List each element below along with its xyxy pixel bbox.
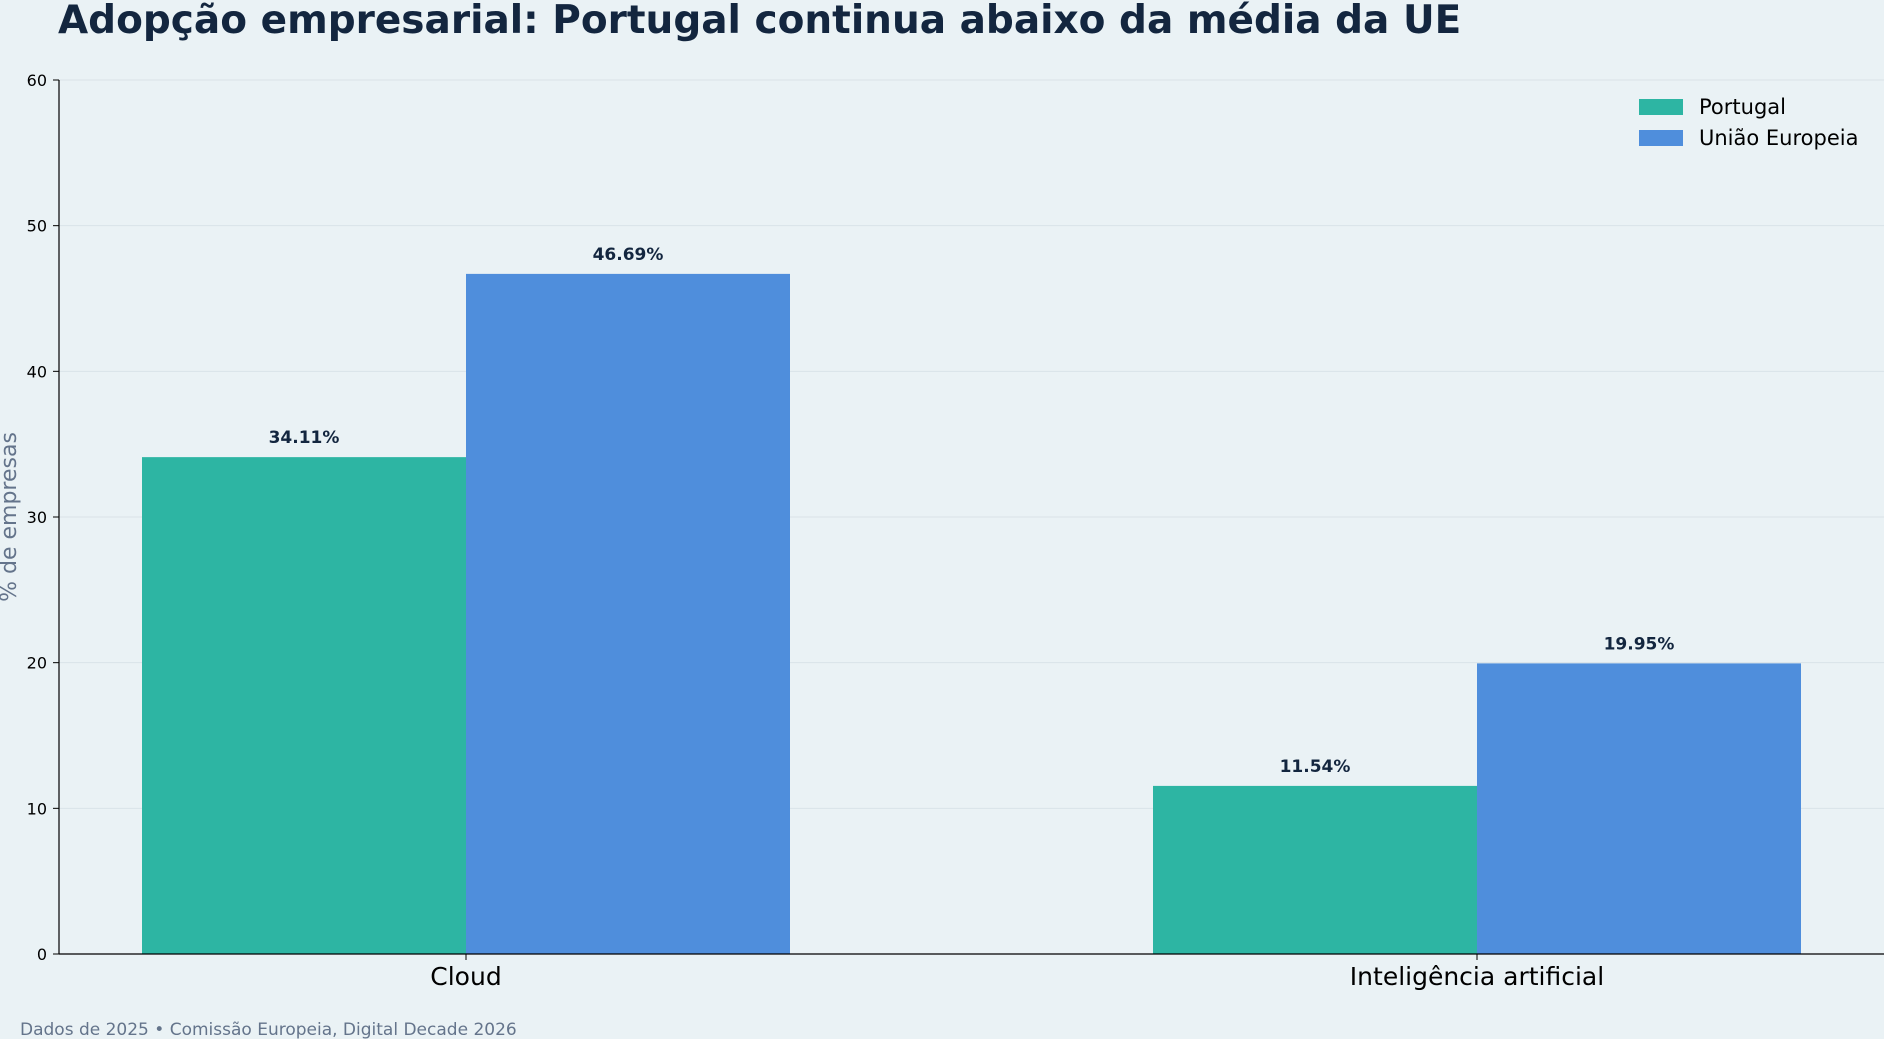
y-tick-label: 60 xyxy=(27,71,47,90)
bar-ue-1 xyxy=(1477,663,1801,954)
bar-portugal-0 xyxy=(142,457,466,954)
data-label: 34.11% xyxy=(269,428,340,448)
y-tick-label: 20 xyxy=(27,654,47,673)
data-label: 19.95% xyxy=(1604,634,1675,654)
legend: Portugal União Europeia xyxy=(1639,95,1858,150)
bar-portugal-1 xyxy=(1153,785,1477,954)
y-tick-label: 40 xyxy=(27,362,47,381)
x-tick-label: Cloud xyxy=(430,962,501,991)
legend-label: Portugal xyxy=(1699,95,1786,119)
legend-swatch xyxy=(1639,130,1683,146)
y-tick-label: 10 xyxy=(27,799,47,818)
y-axis-label: % de empresas xyxy=(0,432,22,602)
data-label: 11.54% xyxy=(1280,757,1351,777)
legend-swatch xyxy=(1639,99,1683,115)
y-tick-label: 30 xyxy=(27,508,47,527)
x-ticks: Cloud Inteligência artificial xyxy=(430,954,1604,991)
y-tick-label: 50 xyxy=(27,217,47,236)
x-tick-label: Inteligência artificial xyxy=(1350,962,1604,991)
chart-title: Adopção empresarial: Portugal continua a… xyxy=(58,0,1461,43)
footer-source: Dados de 2025 • Comissão Europeia, Digit… xyxy=(20,1020,517,1039)
bar-ue-0 xyxy=(466,273,790,954)
y-tick-label: 0 xyxy=(37,945,47,964)
bars xyxy=(142,273,1801,954)
data-label: 46.69% xyxy=(593,245,664,265)
legend-label: União Europeia xyxy=(1699,126,1858,150)
data-labels: 34.11% 46.69% 11.54% 19.95% xyxy=(269,245,1675,777)
y-ticks: 0 10 20 30 40 50 60 xyxy=(27,71,59,964)
